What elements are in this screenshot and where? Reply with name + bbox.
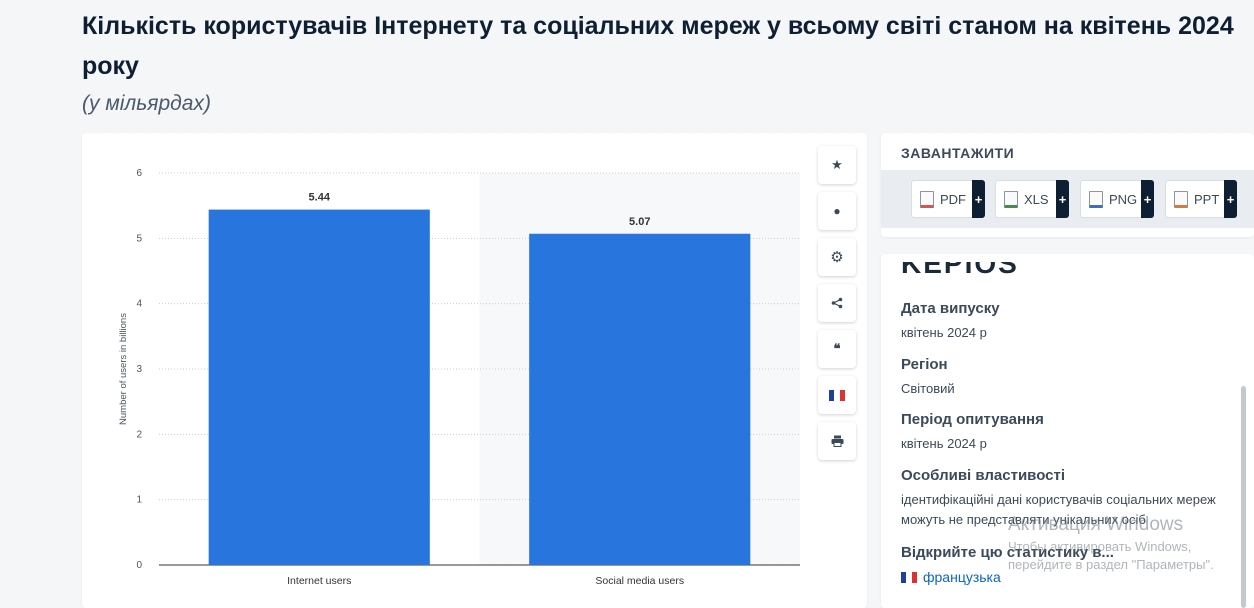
open-link-label: французька (923, 569, 1001, 585)
plus-icon: + (1224, 180, 1237, 218)
open-statistic: Відкрийте цю статистику в... французька (901, 544, 1231, 585)
cite-button[interactable]: ❝ (818, 330, 856, 368)
y-tick-label: 1 (136, 495, 142, 506)
star-icon: ★ (831, 157, 843, 172)
release-value: квітень 2024 р (901, 325, 987, 340)
y-tick-label: 2 (136, 429, 142, 440)
region-value: Світовий (901, 381, 955, 396)
ppt-file-icon (1174, 190, 1188, 208)
french-flag-icon (901, 571, 917, 583)
y-tick-label: 3 (136, 364, 142, 375)
xls-file-icon (1004, 190, 1018, 208)
y-axis-label: Number of users in billions (118, 313, 129, 425)
x-tick-label: Social media users (595, 575, 684, 587)
data-label: 5.44 (309, 192, 331, 204)
chart-card: 0 1 2 3 4 5 6 Number of users in billions 5.44 In… (82, 133, 867, 608)
data-label: 5.07 (629, 216, 650, 228)
bell-icon: ● (833, 204, 841, 218)
period-value: квітень 2024 р (901, 436, 987, 451)
special-features: Особливі властивості ідентифікаційні дан… (901, 467, 1231, 530)
open-french-link[interactable]: французька (901, 569, 1231, 585)
y-tick-label: 0 (136, 560, 142, 571)
bar-chart: 0 1 2 3 4 5 6 Number of users in billions 5.44 In… (118, 168, 800, 587)
download-ppt-button[interactable]: PPT + (1165, 180, 1237, 218)
bar-social-media-users (529, 233, 751, 565)
quote-icon: ❝ (833, 341, 841, 356)
settings-button[interactable]: ⚙ (818, 238, 856, 276)
page-subtitle: (у мільярдах) (82, 92, 211, 115)
print-button[interactable] (818, 422, 856, 460)
notification-button[interactable]: ● (818, 192, 856, 230)
source-info-card: KEPIOS Дата випуску квітень 2024 р Регіо… (881, 254, 1254, 608)
download-xls-button[interactable]: XLS + (995, 180, 1069, 218)
download-png-button[interactable]: PNG + (1080, 180, 1154, 218)
download-xls-label: XLS (1024, 191, 1049, 207)
y-tick-label: 6 (136, 168, 142, 179)
chart-tools: ★ ● ⚙ ❝ (818, 146, 856, 468)
x-tick-label: Internet users (287, 575, 351, 587)
plus-icon: + (1056, 180, 1069, 218)
language-button[interactable] (818, 376, 856, 414)
download-buttons: PDF + XLS + PNG + PPT + (881, 170, 1254, 228)
features-label: Особливі властивості (901, 467, 1066, 484)
download-png-label: PNG (1109, 191, 1138, 207)
open-label: Відкрийте цю статистику в... (901, 544, 1114, 561)
png-file-icon (1089, 190, 1103, 208)
scrollbar[interactable] (1241, 386, 1246, 608)
region: Регіон Світовий (901, 356, 1231, 399)
features-value: ідентифікаційні дані користувачів соціал… (901, 492, 1216, 527)
plus-icon: + (972, 180, 985, 218)
header: Кількість користувачів Інтернету та соці… (82, 6, 1242, 116)
period-label: Період опитування (901, 411, 1044, 428)
release-date: Дата випуску квітень 2024 р (901, 300, 1231, 343)
survey-period: Період опитування квітень 2024 р (901, 411, 1231, 454)
plus-icon: + (1141, 180, 1154, 218)
page-title: Кількість користувачів Інтернету та соці… (82, 12, 1234, 80)
pdf-file-icon (920, 190, 934, 208)
source-logo: KEPIOS (901, 262, 1041, 280)
download-ppt-label: PPT (1194, 191, 1220, 207)
download-title: ЗАВАНТАЖИТИ (901, 145, 1015, 161)
bar-internet-users (208, 209, 430, 565)
print-icon (831, 435, 843, 447)
y-tick-label: 4 (136, 299, 142, 310)
share-icon (831, 297, 843, 309)
gear-icon: ⚙ (830, 249, 844, 266)
region-label: Регіон (901, 356, 948, 373)
source-logo-text: KEPIOS (901, 262, 1019, 279)
favorite-button[interactable]: ★ (818, 146, 856, 184)
download-card: ЗАВАНТАЖИТИ PDF + XLS + PNG + PPT + (881, 133, 1254, 237)
share-button[interactable] (818, 284, 856, 322)
download-pdf-label: PDF (940, 191, 966, 207)
french-flag-icon (829, 389, 845, 401)
y-tick-label: 5 (136, 233, 142, 244)
release-label: Дата випуску (901, 300, 1000, 317)
download-pdf-button[interactable]: PDF + (911, 180, 985, 218)
